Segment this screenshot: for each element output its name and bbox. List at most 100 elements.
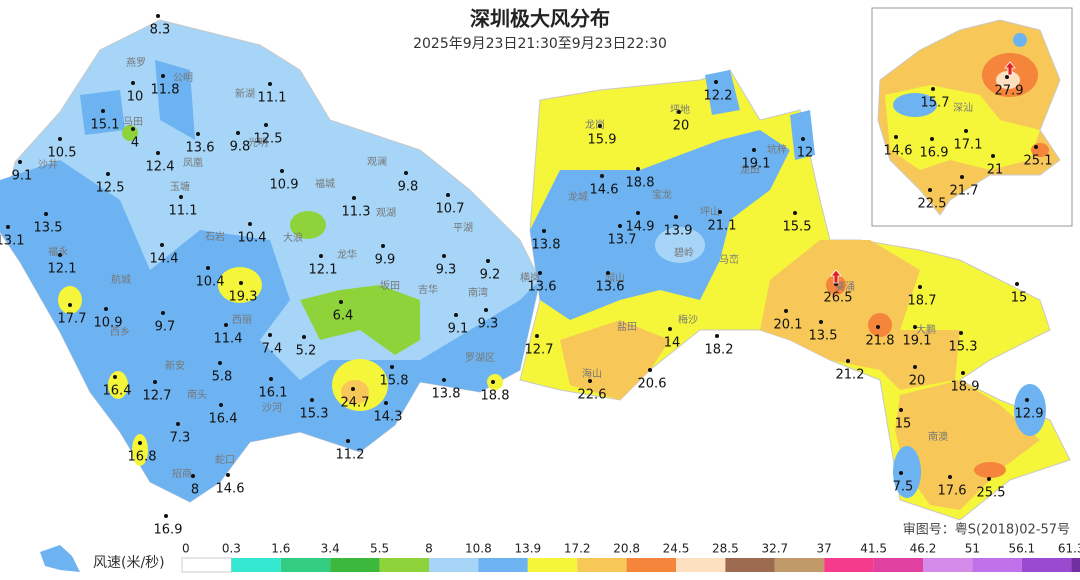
station-dot	[179, 195, 183, 199]
station-value: 5.2	[296, 344, 317, 359]
station-dot	[18, 160, 22, 164]
inset-station-dot	[991, 154, 995, 158]
station-value: 13.1	[0, 234, 24, 249]
station-value: 13.5	[34, 221, 63, 236]
station-dot	[913, 365, 917, 369]
station-dot	[674, 215, 678, 219]
legend-label: 28.5	[712, 542, 739, 556]
station-value: 10.5	[48, 146, 77, 161]
station-dot	[484, 308, 488, 312]
station-value: 18.7	[908, 294, 937, 309]
place-name: 新安	[165, 359, 185, 372]
legend-label: 46.2	[910, 542, 937, 556]
place-name: 葵涌	[835, 281, 855, 293]
station-dot	[131, 127, 135, 131]
station-value: 9.8	[398, 180, 419, 195]
station-dot	[352, 196, 356, 200]
station-dot	[446, 193, 450, 197]
station-dot	[176, 422, 180, 426]
station-dot	[606, 271, 610, 275]
station-value: 12.9	[1015, 407, 1044, 422]
legend-swatch	[972, 558, 1022, 572]
legend-swatch	[1071, 558, 1080, 572]
station-dot	[899, 408, 903, 412]
station-dot	[486, 259, 490, 263]
station-value: 20.6	[638, 377, 667, 392]
place-name: 龙田	[740, 163, 760, 176]
station-dot	[156, 14, 160, 18]
legend-swatch	[774, 558, 825, 572]
legend-swatch	[725, 558, 775, 572]
place-name: 盐田	[617, 320, 637, 333]
station-dot	[636, 167, 640, 171]
place-name: 西丽	[232, 315, 252, 326]
legend-swatch	[626, 558, 676, 572]
legend-swatch	[824, 558, 874, 572]
legend-label: 51	[965, 542, 980, 556]
station-dot	[598, 124, 602, 128]
place-name: 沙河	[262, 402, 282, 414]
station-value: 20	[673, 119, 690, 134]
place-name: 燕罗	[126, 57, 146, 69]
station-value: 13.6	[528, 280, 557, 295]
station-value: 10.9	[270, 178, 299, 193]
station-value: 9.1	[12, 169, 33, 184]
legend-label: 37	[817, 542, 832, 556]
legend-label: 24.5	[663, 542, 690, 556]
station-value: 20	[909, 374, 926, 389]
place-name: 平湖	[453, 222, 473, 234]
place-name: 大浪	[283, 231, 303, 244]
station-dot	[6, 225, 10, 229]
station-dot	[1015, 282, 1019, 286]
station-value: 10.7	[436, 202, 465, 217]
station-value: 10.9	[94, 316, 123, 331]
station-dot	[718, 210, 722, 214]
station-value: 18.2	[705, 343, 734, 358]
station-value: 18.8	[626, 176, 655, 191]
legend-label: 0.3	[222, 542, 241, 556]
inset-station-value: 15.7	[921, 96, 950, 111]
station-value: 9.1	[448, 322, 469, 337]
place-name: 园山	[605, 272, 625, 284]
legend-swatch	[527, 558, 578, 572]
station-value: 17.7	[58, 312, 87, 327]
station-value: 17.6	[938, 484, 967, 499]
inset-station-value: 17.1	[954, 138, 983, 153]
station-dot	[269, 377, 273, 381]
max-arrow	[1004, 61, 1016, 76]
station-value: 12	[797, 146, 814, 161]
legend-swatch	[280, 558, 331, 572]
station-value: 24.7	[341, 396, 370, 411]
station-dot	[339, 300, 343, 304]
inset-station-dot	[964, 129, 968, 133]
station-value: 12.5	[96, 181, 125, 196]
station-value: 5.8	[212, 370, 233, 385]
station-dot	[793, 211, 797, 215]
station-value: 15.9	[588, 133, 617, 148]
station-dot	[218, 361, 222, 365]
station-value: 18.9	[951, 380, 980, 395]
station-value: 12.1	[48, 262, 77, 277]
station-value: 14.6	[216, 482, 245, 497]
place-name: 海山	[582, 367, 602, 380]
station-dot	[542, 229, 546, 233]
legend-label: 17.2	[564, 542, 591, 556]
map-title: 深圳极大风分布	[470, 7, 610, 31]
station-dot	[715, 334, 719, 338]
station-dot	[196, 132, 200, 136]
station-value: 12.7	[143, 389, 172, 404]
station-dot	[784, 309, 788, 313]
station-value: 19.1	[742, 157, 771, 172]
map-subtitle: 2025年9月23日21:30至9月23日22:30	[413, 36, 667, 52]
station-dot	[876, 325, 880, 329]
place-name: 蛇口	[215, 453, 235, 466]
place-name: 马田	[123, 116, 143, 128]
station-value: 15.3	[949, 340, 978, 355]
place-name: 新湖	[235, 87, 255, 100]
place-name: 福城	[315, 177, 335, 190]
station-value: 9.8	[230, 140, 251, 155]
station-dot	[239, 281, 243, 285]
place-name: 玉塘	[170, 180, 190, 193]
station-value: 9.3	[478, 317, 499, 332]
place-name: 大鹏	[916, 323, 936, 336]
